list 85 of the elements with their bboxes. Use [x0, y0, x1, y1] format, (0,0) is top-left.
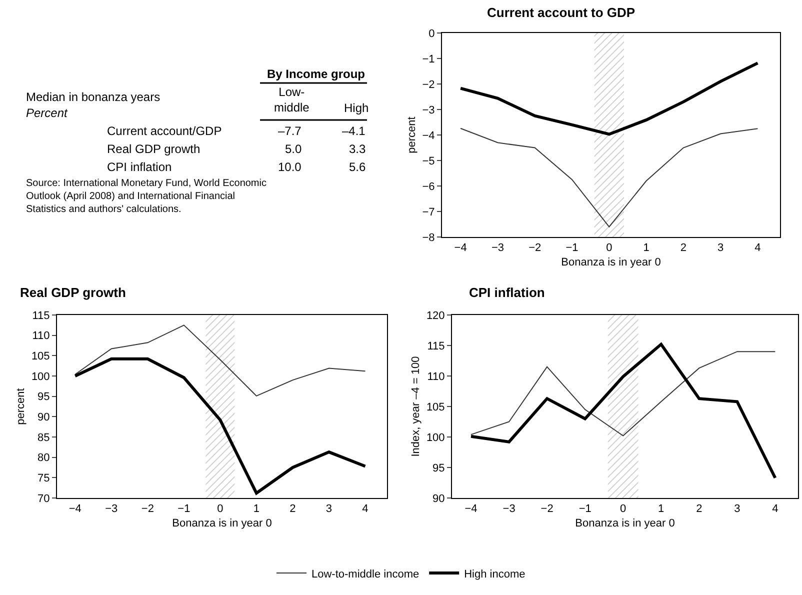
y-axis-title: percent: [406, 116, 418, 154]
line-series: [459, 62, 760, 136]
y-tick-label: 100: [31, 370, 50, 383]
text: Low-middle: [274, 85, 310, 115]
legend-label: High income: [464, 568, 526, 580]
line-series: [470, 342, 777, 480]
y-axis-title: Index, year –4 = 100: [410, 356, 422, 457]
line-series: [470, 351, 776, 436]
y-tick-label: −4: [422, 130, 435, 142]
category-label: Real GDP growth: [107, 142, 200, 156]
x-tick-label: 0: [606, 242, 612, 254]
x-tick-label: −3: [491, 242, 504, 254]
chart-title: CPI inflation: [469, 285, 545, 300]
data-label: 5.0: [285, 142, 302, 156]
x-tick-label: −2: [141, 503, 154, 516]
data-label: –7.7: [278, 124, 302, 138]
chart-title: Current account to GDP: [487, 5, 636, 20]
y-tick-label: 95: [38, 391, 50, 404]
y-tick-label: −2: [422, 78, 435, 91]
y-tick-label: 90: [432, 492, 445, 505]
x-tick-label: 4: [754, 242, 761, 254]
y-tick-label: 105: [31, 350, 50, 363]
data-label: 10.0: [278, 160, 302, 174]
x-tick-label: −4: [68, 503, 82, 516]
y-tick-label: −1: [422, 53, 435, 66]
x-tick-label: 2: [290, 503, 296, 516]
x-tick-label: 1: [643, 242, 650, 254]
x-tick-label: −1: [178, 503, 190, 516]
x-tick-label: 3: [734, 503, 740, 516]
x-tick-label: −2: [540, 503, 554, 516]
y-tick-label: −6: [422, 180, 435, 193]
y-tick-label: 105: [426, 401, 445, 414]
x-tick-label: 2: [696, 503, 702, 516]
line-series: [74, 324, 366, 396]
y-tick-label: −7: [422, 206, 435, 218]
y-tick-label: 100: [426, 432, 445, 444]
x-tick-label: −1: [566, 242, 578, 254]
legend-label: Low-to-middle income: [312, 568, 420, 580]
text: Percent: [26, 106, 68, 120]
y-tick-label: −5: [422, 155, 435, 168]
data-label: 5.6: [349, 160, 366, 174]
x-tick-label: 4: [362, 503, 368, 516]
x-tick-label: −2: [528, 242, 542, 254]
y-tick-label: 80: [38, 452, 50, 464]
x-tick-label: 3: [326, 503, 332, 516]
source-note: Source: International Monetary Fund, World Economic Outlook (April 2008) and International Financial Statistics and authors' calculations.: [26, 178, 266, 215]
y-tick-label: 85: [38, 432, 50, 444]
x-tick-label: −1: [578, 503, 592, 516]
y-tick-label: 70: [38, 492, 50, 505]
y-tick-label: 110: [32, 330, 50, 342]
x-tick-label: 0: [620, 503, 626, 516]
line-series: [460, 128, 758, 228]
y-tick-label: −3: [422, 104, 435, 116]
x-tick-label: −3: [105, 503, 118, 516]
y-tick-label: 120: [426, 310, 445, 322]
line-series: [74, 357, 367, 495]
x-tick-label: 4: [772, 503, 778, 516]
y-tick-label: 75: [38, 472, 50, 485]
x-axis-title: Bonanza is in year 0: [561, 256, 661, 268]
y-tick-label: −8: [422, 232, 435, 244]
y-tick-label: 0: [428, 28, 435, 40]
x-tick-label: 2: [680, 242, 686, 254]
x-tick-label: 1: [658, 503, 664, 516]
text: High: [344, 101, 369, 115]
chart-title: Real GDP growth: [20, 285, 126, 300]
category-label: Current account/GDP: [107, 124, 222, 138]
data-label: 3.3: [349, 142, 366, 156]
x-tick-label: −3: [502, 503, 516, 516]
data-label: –4.1: [342, 124, 366, 138]
y-tick-label: 110: [427, 370, 445, 383]
x-tick-label: 3: [718, 242, 724, 254]
x-tick-label: 1: [253, 503, 260, 516]
x-tick-label: −4: [464, 503, 478, 516]
category-label: CPI inflation: [107, 160, 172, 174]
x-axis-title: Bonanza is in year 0: [172, 517, 272, 530]
x-axis-title: Bonanza is in year 0: [575, 517, 675, 530]
y-tick-label: 95: [432, 462, 445, 474]
y-tick-label: 90: [38, 412, 50, 424]
y-tick-label: 115: [427, 340, 445, 352]
legend-title: By Income group: [267, 67, 366, 81]
x-tick-label: 0: [217, 503, 224, 516]
y-axis-title: percent: [15, 388, 28, 425]
text: Median in bonanza years: [26, 90, 160, 104]
x-tick-label: −4: [454, 242, 467, 254]
y-tick-label: 115: [32, 310, 50, 322]
